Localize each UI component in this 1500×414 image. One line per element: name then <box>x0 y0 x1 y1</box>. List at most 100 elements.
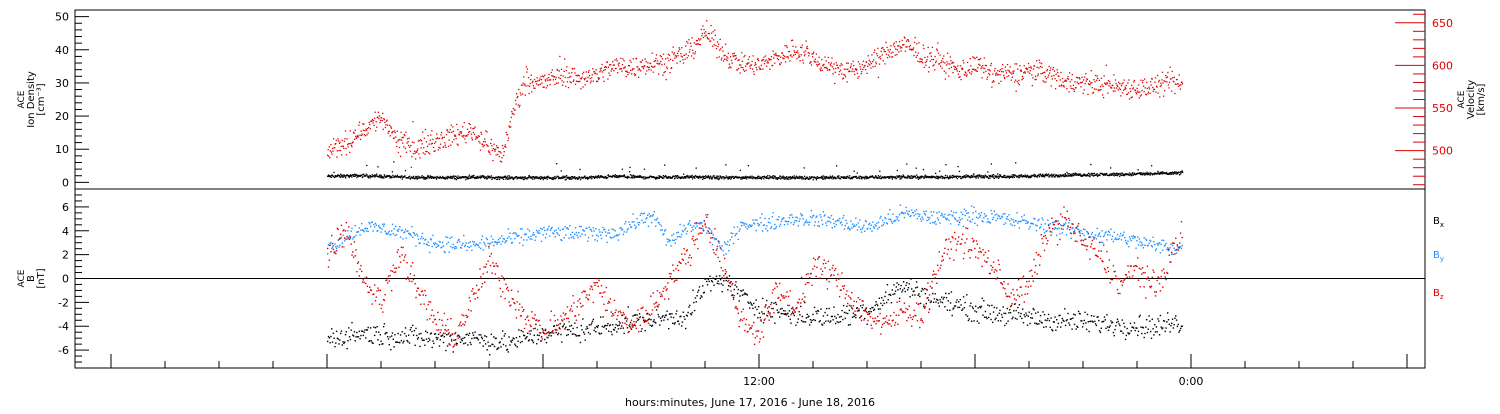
velocity-point <box>931 59 932 60</box>
velocity-point <box>1159 80 1160 81</box>
b-point <box>1023 322 1024 323</box>
density-point <box>536 176 537 177</box>
velocity-point <box>1025 72 1026 73</box>
b-point <box>1154 324 1155 325</box>
velocity-point <box>781 62 782 63</box>
velocity-point <box>1143 91 1144 92</box>
velocity-point <box>1021 79 1022 80</box>
b-point <box>327 341 328 342</box>
density-point <box>616 177 617 178</box>
b-point <box>388 232 389 233</box>
velocity-point <box>757 58 758 59</box>
density-point <box>961 178 962 179</box>
velocity-point <box>470 127 471 128</box>
velocity-point <box>848 63 849 64</box>
velocity-point <box>426 141 427 142</box>
velocity-point <box>1132 96 1133 97</box>
density-point <box>979 174 980 175</box>
density-point <box>525 176 526 177</box>
velocity-point <box>942 58 943 59</box>
b-point <box>426 338 427 339</box>
velocity-point <box>876 53 877 54</box>
velocity-point <box>539 80 540 81</box>
velocity-point <box>403 146 404 147</box>
velocity-point <box>519 106 520 107</box>
b-point <box>1173 324 1174 325</box>
b-point <box>1179 330 1180 331</box>
density-point <box>624 175 625 176</box>
b-point <box>1135 330 1136 331</box>
velocity-point <box>969 69 970 70</box>
velocity-point <box>544 75 545 76</box>
velocity-point <box>1107 93 1108 94</box>
velocity-point <box>379 122 380 123</box>
b-point <box>802 316 803 317</box>
velocity-point <box>1126 85 1127 86</box>
velocity-point <box>440 134 441 135</box>
velocity-point <box>1024 65 1025 66</box>
density-point <box>816 179 817 180</box>
velocity-point <box>657 60 658 61</box>
b-point <box>1074 324 1075 325</box>
b-point <box>393 339 394 340</box>
velocity-point <box>464 122 465 123</box>
velocity-point <box>809 53 810 54</box>
b-point <box>727 289 728 290</box>
density-point <box>345 177 346 178</box>
velocity-point <box>350 130 351 131</box>
velocity-point <box>742 61 743 62</box>
b-point <box>428 338 429 339</box>
velocity-point <box>581 78 582 79</box>
velocity-point <box>950 60 951 61</box>
b-point <box>1101 328 1102 329</box>
b-point <box>887 284 888 285</box>
velocity-point <box>1100 86 1101 87</box>
b-point <box>882 305 883 306</box>
b-point <box>1067 313 1068 314</box>
b-point <box>709 281 710 282</box>
velocity-point <box>447 130 448 131</box>
b-point <box>1068 322 1069 323</box>
b-point <box>844 312 845 313</box>
density-point <box>925 175 926 176</box>
b-point <box>521 228 522 229</box>
velocity-point <box>892 52 893 53</box>
density-point <box>879 176 880 177</box>
b-point <box>360 335 361 336</box>
velocity-point <box>895 48 896 49</box>
b-point <box>756 309 757 310</box>
b-point <box>564 226 565 227</box>
density-point <box>417 179 418 180</box>
velocity-point <box>575 84 576 85</box>
b-point <box>1157 318 1158 319</box>
velocity-point <box>843 78 844 79</box>
velocity-point <box>844 68 845 69</box>
velocity-point <box>1077 77 1078 78</box>
velocity-point <box>658 73 659 74</box>
velocity-point <box>1011 73 1012 74</box>
density-point <box>468 176 469 177</box>
velocity-point <box>711 32 712 33</box>
b-point <box>579 335 580 336</box>
velocity-point <box>566 66 567 67</box>
b-point <box>474 245 475 246</box>
density-point <box>823 175 824 176</box>
density-point <box>1174 173 1175 174</box>
velocity-point <box>1167 72 1168 73</box>
velocity-point <box>1029 73 1030 74</box>
b-point <box>402 238 403 239</box>
density-point <box>497 179 498 180</box>
velocity-point <box>506 132 507 133</box>
density-point <box>348 175 349 176</box>
velocity-point <box>871 63 872 64</box>
velocity-point <box>1143 86 1144 87</box>
density-point <box>1073 173 1074 174</box>
b-point <box>1039 320 1040 321</box>
velocity-point <box>1006 72 1007 73</box>
velocity-point <box>474 134 475 135</box>
velocity-point <box>514 109 515 110</box>
b-point <box>554 325 555 326</box>
b-point <box>989 305 990 306</box>
b-point <box>952 315 953 316</box>
b-point <box>334 243 335 244</box>
